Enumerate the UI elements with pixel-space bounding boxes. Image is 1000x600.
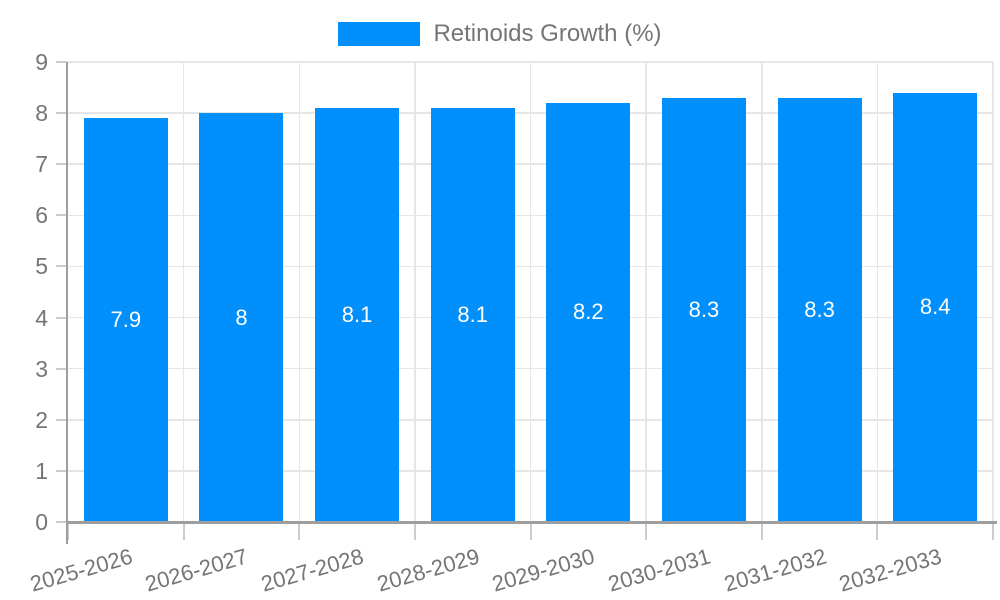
bar bbox=[83, 118, 168, 522]
y-axis-label: 0 bbox=[35, 509, 48, 535]
y-axis-tick bbox=[56, 521, 67, 523]
y-axis-label: 2 bbox=[35, 406, 48, 433]
y-axis-tick bbox=[56, 265, 67, 268]
bar-value-label: 8.1 bbox=[457, 302, 488, 327]
x-axis-tick bbox=[67, 522, 69, 540]
bar-value-label: 8 bbox=[235, 304, 248, 330]
y-axis-tick bbox=[56, 61, 67, 63]
y-axis-tick bbox=[56, 367, 67, 370]
bar bbox=[315, 108, 400, 522]
bar-value-label: 8.4 bbox=[919, 294, 951, 320]
bar bbox=[661, 97, 746, 522]
y-axis-label: 4 bbox=[35, 304, 48, 331]
y-axis-label: 5 bbox=[35, 253, 48, 280]
x-axis-line bbox=[66, 521, 997, 524]
bar-value-label: 8.2 bbox=[573, 299, 604, 325]
chart-legend[interactable]: Retinoids Growth (%) bbox=[0, 20, 1000, 48]
x-axis-tick bbox=[645, 522, 648, 540]
y-axis-tick bbox=[56, 214, 67, 217]
bar bbox=[777, 97, 862, 522]
x-axis-tick bbox=[182, 522, 185, 540]
v-gridline bbox=[414, 62, 416, 522]
x-axis-tick bbox=[413, 522, 416, 540]
legend-swatch bbox=[338, 22, 421, 46]
y-axis-label: 7 bbox=[35, 151, 48, 178]
y-axis-tick bbox=[56, 163, 67, 166]
x-axis-tick bbox=[992, 522, 994, 540]
v-gridline bbox=[876, 62, 879, 522]
y-axis-tick bbox=[56, 418, 67, 421]
x-axis-tick bbox=[529, 522, 532, 540]
y-axis-label: 1 bbox=[35, 457, 48, 484]
bar bbox=[546, 102, 631, 522]
v-gridline bbox=[645, 62, 647, 522]
v-gridline bbox=[298, 62, 300, 522]
v-gridline bbox=[761, 62, 763, 522]
v-gridline bbox=[182, 62, 185, 522]
bar bbox=[430, 108, 515, 522]
bar-value-label: 8.3 bbox=[688, 296, 720, 322]
bar-value-label: 8.3 bbox=[804, 296, 835, 322]
y-axis-label: 8 bbox=[35, 100, 48, 127]
y-axis-label: 9 bbox=[35, 49, 48, 75]
bar-value-label: 7.9 bbox=[110, 307, 142, 333]
y-axis-line bbox=[66, 62, 68, 544]
bar-value-label: 8.1 bbox=[341, 302, 373, 327]
x-axis-tick bbox=[298, 522, 301, 540]
y-axis-tick bbox=[56, 316, 67, 319]
y-axis-label: 6 bbox=[35, 202, 48, 229]
bar bbox=[199, 113, 284, 522]
v-gridline bbox=[992, 62, 994, 522]
v-gridline bbox=[529, 62, 532, 522]
y-axis-tick bbox=[56, 469, 67, 472]
x-axis-tick bbox=[876, 522, 879, 540]
x-axis-tick bbox=[760, 522, 763, 540]
y-axis-tick bbox=[56, 112, 67, 115]
legend-label: Retinoids Growth (%) bbox=[433, 20, 662, 47]
bar bbox=[893, 92, 978, 522]
y-axis-label: 3 bbox=[35, 355, 48, 382]
